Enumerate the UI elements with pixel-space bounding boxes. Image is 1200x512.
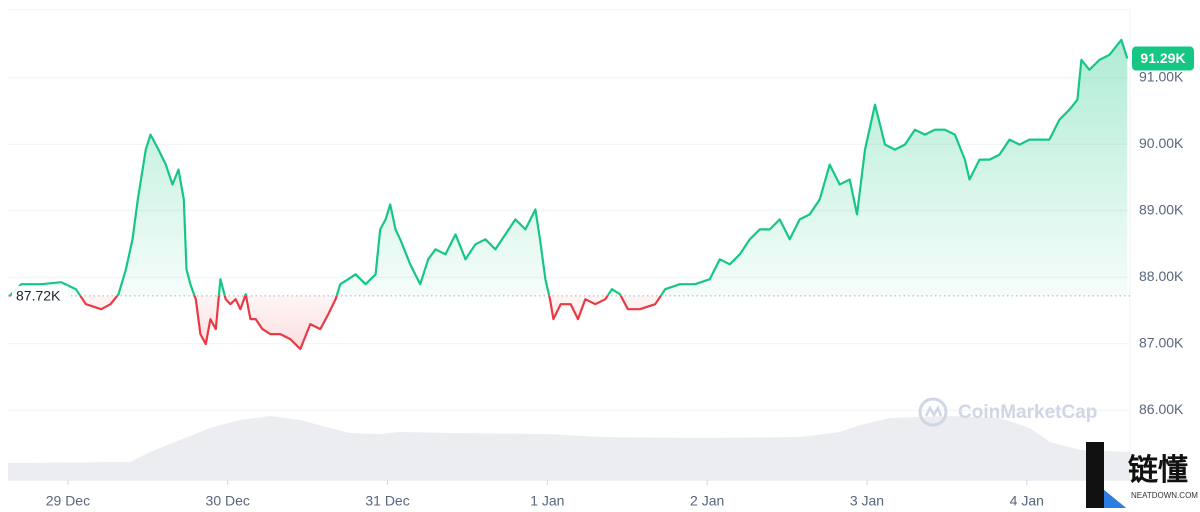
x-tick-label: 30 Dec [206, 493, 250, 509]
y-tick-label: 87.00K [1139, 334, 1184, 350]
price-line [8, 38, 1129, 351]
baseline-label: 87.72K [16, 288, 61, 304]
logo-title: 链懂 [1128, 453, 1188, 487]
watermark-text: CoinMarketCap [958, 402, 1097, 423]
logo: 链懂 NEATDOWN.COM [1086, 442, 1198, 508]
y-tick-label: 89.00K [1139, 201, 1184, 217]
watermark-icon-mark [924, 405, 943, 418]
y-tick-label: 91.00K [1139, 69, 1184, 85]
watermark: CoinMarketCap [918, 397, 1097, 427]
y-tick-label: 86.00K [1139, 401, 1184, 417]
y-tick-label: 90.00K [1139, 135, 1184, 151]
x-tick-label: 4 Jan [1010, 493, 1044, 509]
watermark-icon [918, 397, 948, 427]
volume-area [8, 416, 1130, 480]
plot: 87.72K [8, 38, 1130, 485]
x-tick-label: 3 Jan [850, 493, 884, 509]
last-price-tag [1132, 46, 1194, 71]
x-tick-label: 2 Jan [690, 493, 724, 509]
x-tick-label: 31 Dec [365, 493, 409, 509]
baseline-label-bg [12, 285, 68, 306]
area [9, 39, 1128, 350]
logo-subtitle: NEATDOWN.COM [1131, 491, 1198, 500]
logo-mark-accent [1104, 490, 1126, 508]
y-tick-label: 88.00K [1139, 268, 1184, 284]
logo-mark [1086, 442, 1126, 508]
last-price-label: 91.29K [1140, 50, 1185, 66]
x-tick-label: 1 Jan [530, 493, 564, 509]
x-tick-label: 29 Dec [46, 493, 90, 509]
